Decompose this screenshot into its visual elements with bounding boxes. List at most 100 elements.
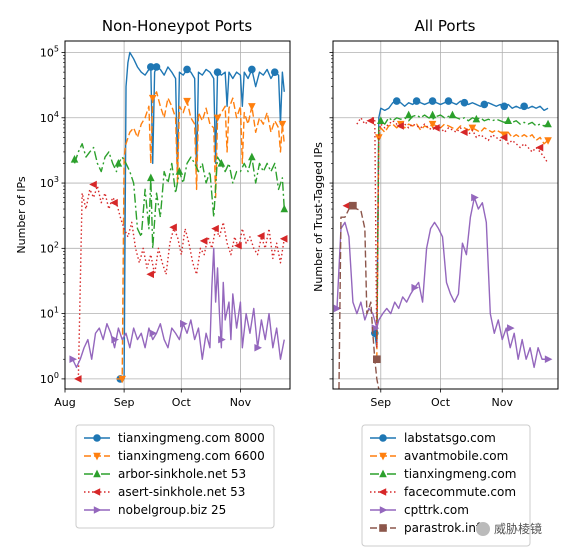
legend-label: tianxingmeng.com — [404, 467, 516, 481]
series-marker — [169, 223, 177, 232]
series-marker — [349, 201, 357, 210]
series-layer — [333, 97, 553, 389]
series-marker — [148, 94, 157, 103]
y-axis-ticks — [329, 52, 333, 380]
chart-title: All Ports — [415, 17, 476, 35]
series-marker — [234, 241, 242, 250]
series-marker — [218, 335, 226, 344]
all-ports-chart: All Ports Number of Trust-Tagged IPs Sep… — [312, 17, 559, 409]
series-marker — [213, 68, 222, 76]
series-marker — [411, 283, 420, 292]
series-marker — [147, 63, 155, 71]
series-marker — [448, 110, 457, 119]
series-line-avantmobile-com — [376, 123, 549, 360]
series-marker — [392, 97, 401, 105]
series-marker — [499, 133, 508, 142]
plot-frame — [64, 40, 291, 390]
series-marker — [248, 103, 256, 111]
watermark-logo-icon — [476, 521, 490, 536]
y-axis-label: Number of Trust-Tagged IPs — [312, 142, 325, 292]
legend-frame — [75, 424, 275, 529]
x-tick-label: Sep — [114, 396, 135, 409]
y-tick-label: 101 — [40, 306, 59, 321]
series-marker — [199, 237, 208, 245]
x-axis-ticks: Aug Sep Oct Nov — [54, 389, 252, 409]
legend-label: asert-sinkhole.net 53 — [118, 485, 245, 499]
non-honeypot-ports-chart: Non-Honeypot Ports Number of IPs 1001011… — [15, 17, 291, 409]
series-marker — [73, 375, 82, 383]
series-marker — [152, 63, 161, 71]
series-marker — [70, 155, 79, 163]
y-axis-label: Number of IPs — [15, 176, 28, 253]
series-line-asert-sinkhole-net-53 — [77, 185, 285, 379]
series-marker — [428, 120, 437, 129]
series-marker — [520, 102, 528, 111]
x-tick-label: Aug — [54, 396, 75, 409]
series-line-arbor-sinkhole-net-53 — [73, 143, 285, 250]
series-marker — [217, 159, 226, 167]
series-layer — [69, 51, 289, 384]
series-marker — [432, 124, 440, 132]
series-marker — [183, 97, 191, 106]
legend-label: labstatsgo.com — [404, 431, 496, 445]
legend-non-honeypot: tianxingmeng.com 8000 tianxingmeng.com 66… — [75, 424, 275, 529]
series-marker — [270, 68, 279, 76]
legend-label: facecommute.com — [404, 485, 516, 499]
series-marker — [248, 152, 256, 161]
series-marker — [472, 114, 481, 123]
series-marker — [213, 114, 222, 123]
series-marker — [404, 110, 413, 119]
legend-marker — [379, 524, 387, 532]
series-marker — [460, 128, 468, 137]
series-line-tianxingmeng-com — [376, 114, 549, 340]
series-line-tianxingmeng-com-8000 — [116, 51, 285, 380]
series-marker — [535, 143, 544, 152]
series-line-labstatsgo-com — [374, 100, 549, 349]
y-tick-label: 102 — [40, 240, 59, 255]
series-marker — [211, 224, 219, 233]
series-marker — [428, 110, 437, 119]
x-tick-label: Nov — [230, 396, 252, 409]
series-marker — [180, 319, 188, 328]
series-marker — [175, 167, 184, 175]
legend-marker — [93, 452, 101, 461]
legend-label: arbor-sinkhole.net 53 — [118, 467, 246, 481]
series-marker — [366, 116, 375, 125]
legend-label: nobelgroup.biz 25 — [118, 503, 226, 517]
legend-marker — [93, 506, 102, 514]
legend-all-ports: labstatsgo.com avantmobile.com tianxingmen… — [361, 424, 531, 547]
chart-title: Non-Honeypot Ports — [102, 17, 252, 35]
series-marker — [444, 97, 453, 105]
legend-marker — [92, 488, 101, 496]
legend-label: avantmobile.com — [404, 449, 508, 463]
watermark: 威胁棱镜 — [476, 520, 542, 537]
y-tick-label: 103 — [40, 175, 59, 190]
series-marker — [342, 201, 351, 210]
series-marker — [544, 137, 552, 145]
y-axis-ticks: 100 101 102 103 104 105 — [40, 44, 65, 386]
series-marker — [373, 355, 381, 364]
x-tick-label: Oct — [431, 396, 451, 409]
series-marker — [376, 116, 385, 124]
series-marker — [333, 304, 342, 313]
series-line-tianxingmeng-com-6600 — [116, 91, 285, 380]
x-tick-label: Nov — [492, 396, 514, 409]
y-tick-label: 104 — [40, 110, 59, 125]
series-line-cpttrk-com — [336, 196, 547, 369]
x-axis-ticks: Sep Oct Nov — [370, 389, 513, 409]
series-marker — [248, 65, 256, 74]
series-marker — [280, 204, 289, 213]
series-marker — [544, 119, 552, 128]
legend-marker — [379, 452, 387, 461]
series-marker — [480, 100, 489, 109]
legend-marker — [379, 434, 387, 442]
series-marker — [500, 102, 509, 111]
series-marker — [254, 343, 262, 352]
series-marker — [118, 375, 127, 384]
legend-label: cpttrk.com — [404, 503, 469, 517]
series-marker — [412, 97, 421, 105]
series-marker — [89, 180, 97, 189]
y-tick-label: 105 — [40, 44, 59, 59]
y-tick-label: 100 — [40, 371, 59, 386]
series-marker — [504, 116, 513, 124]
